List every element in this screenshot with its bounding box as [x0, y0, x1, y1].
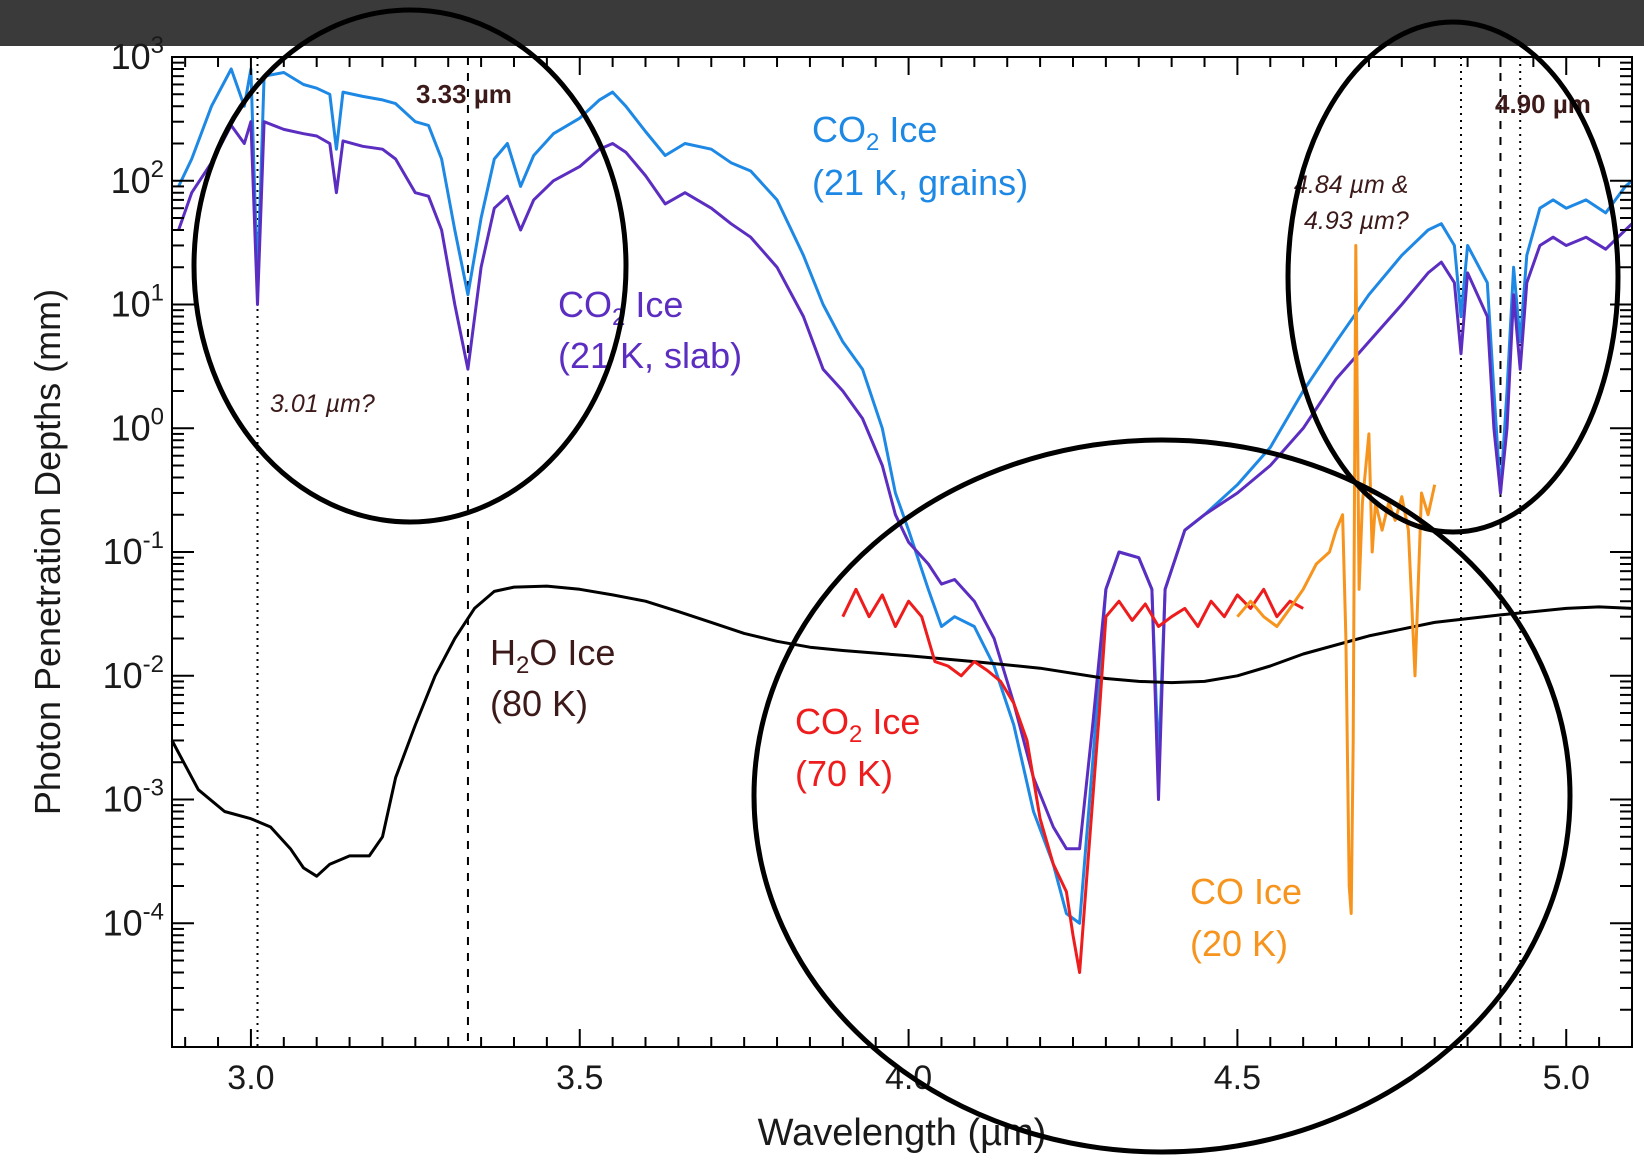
series-label-co2-grains-line1: CO2 Ice — [812, 109, 937, 156]
x-tick-label: 3.0 — [227, 1059, 274, 1097]
y-axis-label: Photon Penetration Depths (mm) — [27, 289, 68, 815]
series-label-co-20-line2: (20 K) — [1190, 923, 1288, 964]
y-tick-label: 103 — [111, 32, 164, 77]
y-tick-label: 102 — [111, 156, 164, 201]
y-tick-label: 10-2 — [103, 651, 164, 696]
highlight-ellipse-left — [191, 7, 629, 525]
series-line-0 — [177, 67, 1633, 925]
series-label-h2o-line1: H2O Ice — [490, 632, 615, 679]
x-tick-label: 5.0 — [1543, 1059, 1590, 1097]
series-line-1 — [177, 120, 1634, 851]
annotation-4-84-line1: 4.84 µm & — [1294, 171, 1408, 199]
x-axis-label: Wavelength (µm) — [758, 1112, 1047, 1154]
y-tick-label: 10-3 — [103, 775, 164, 820]
x-tick-label: 3.5 — [556, 1059, 603, 1097]
annotation-3-33: 3.33 µm — [416, 79, 512, 109]
annotation-3-01: 3.01 µm? — [270, 390, 375, 418]
y-tick-label: 10-4 — [103, 898, 164, 943]
series-label-co-20-line1: CO Ice — [1190, 871, 1302, 912]
series-label-co2-slab-line2: (21 K, slab) — [558, 335, 742, 376]
series-label-co2-70-line2: (70 K) — [795, 753, 893, 794]
y-tick-label: 101 — [111, 280, 164, 325]
x-tick-label: 4.5 — [1214, 1059, 1261, 1097]
series-label-co2-grains-line2: (21 K, grains) — [812, 162, 1028, 203]
series-line-2 — [170, 584, 1633, 878]
series-label-co2-slab-line1: CO2 Ice — [558, 284, 683, 331]
y-tick-label: 100 — [111, 403, 164, 448]
series-label-h2o-line2: (80 K) — [490, 683, 588, 724]
annotation-4-84-line2: 4.93 µm? — [1304, 207, 1409, 235]
highlight-ellipse-middle — [751, 437, 1573, 1155]
y-tick-label: 10-1 — [103, 527, 164, 572]
series-label-co2-70-line1: CO2 Ice — [795, 701, 920, 748]
series-line-3 — [841, 587, 1304, 974]
highlight-ellipse-right — [1285, 19, 1621, 535]
